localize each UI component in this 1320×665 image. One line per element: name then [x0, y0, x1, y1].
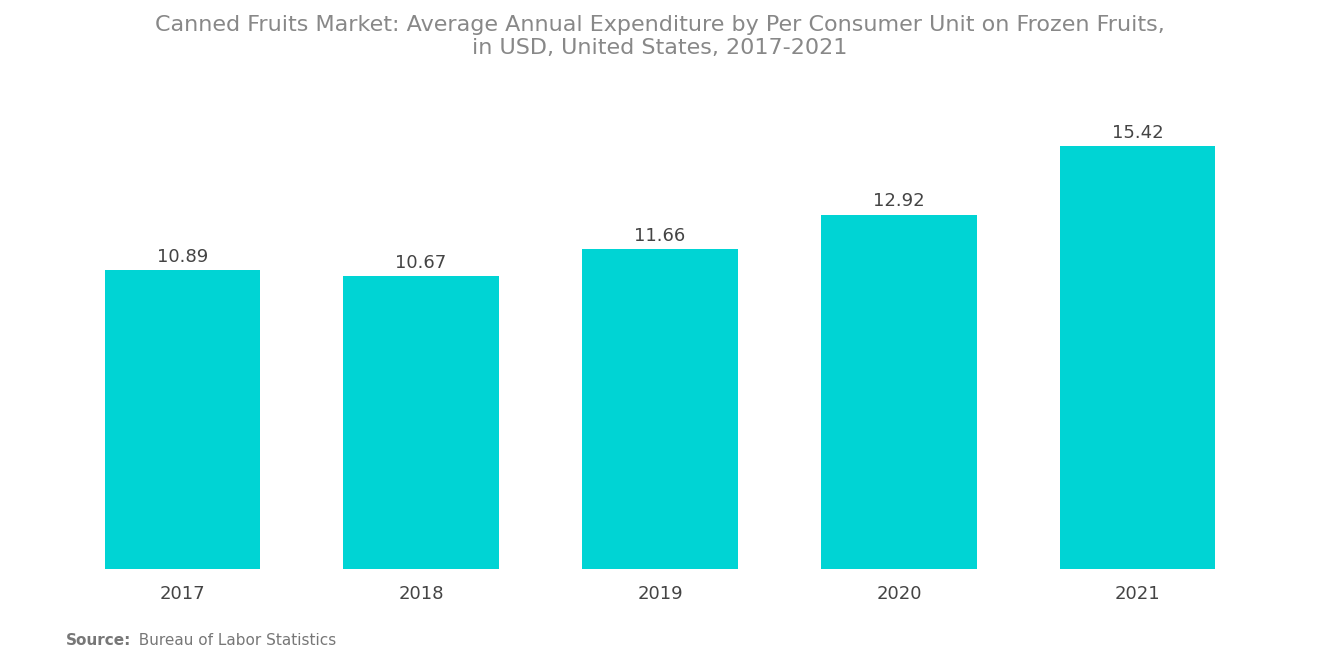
Bar	[343, 276, 499, 569]
Text: 12.92: 12.92	[873, 192, 925, 210]
Text: Bureau of Labor Statistics: Bureau of Labor Statistics	[129, 633, 337, 648]
Text: 10.67: 10.67	[396, 254, 446, 272]
Bar	[821, 215, 977, 569]
Bar	[104, 270, 260, 569]
Text: Source:: Source:	[66, 633, 132, 648]
Bar	[1060, 146, 1216, 569]
Text: 15.42: 15.42	[1111, 124, 1164, 142]
Bar	[582, 249, 738, 569]
Title: Canned Fruits Market: Average Annual Expenditure by Per Consumer Unit on Frozen : Canned Fruits Market: Average Annual Exp…	[156, 15, 1164, 59]
Text: 10.89: 10.89	[157, 248, 207, 266]
Text: 11.66: 11.66	[635, 227, 685, 245]
